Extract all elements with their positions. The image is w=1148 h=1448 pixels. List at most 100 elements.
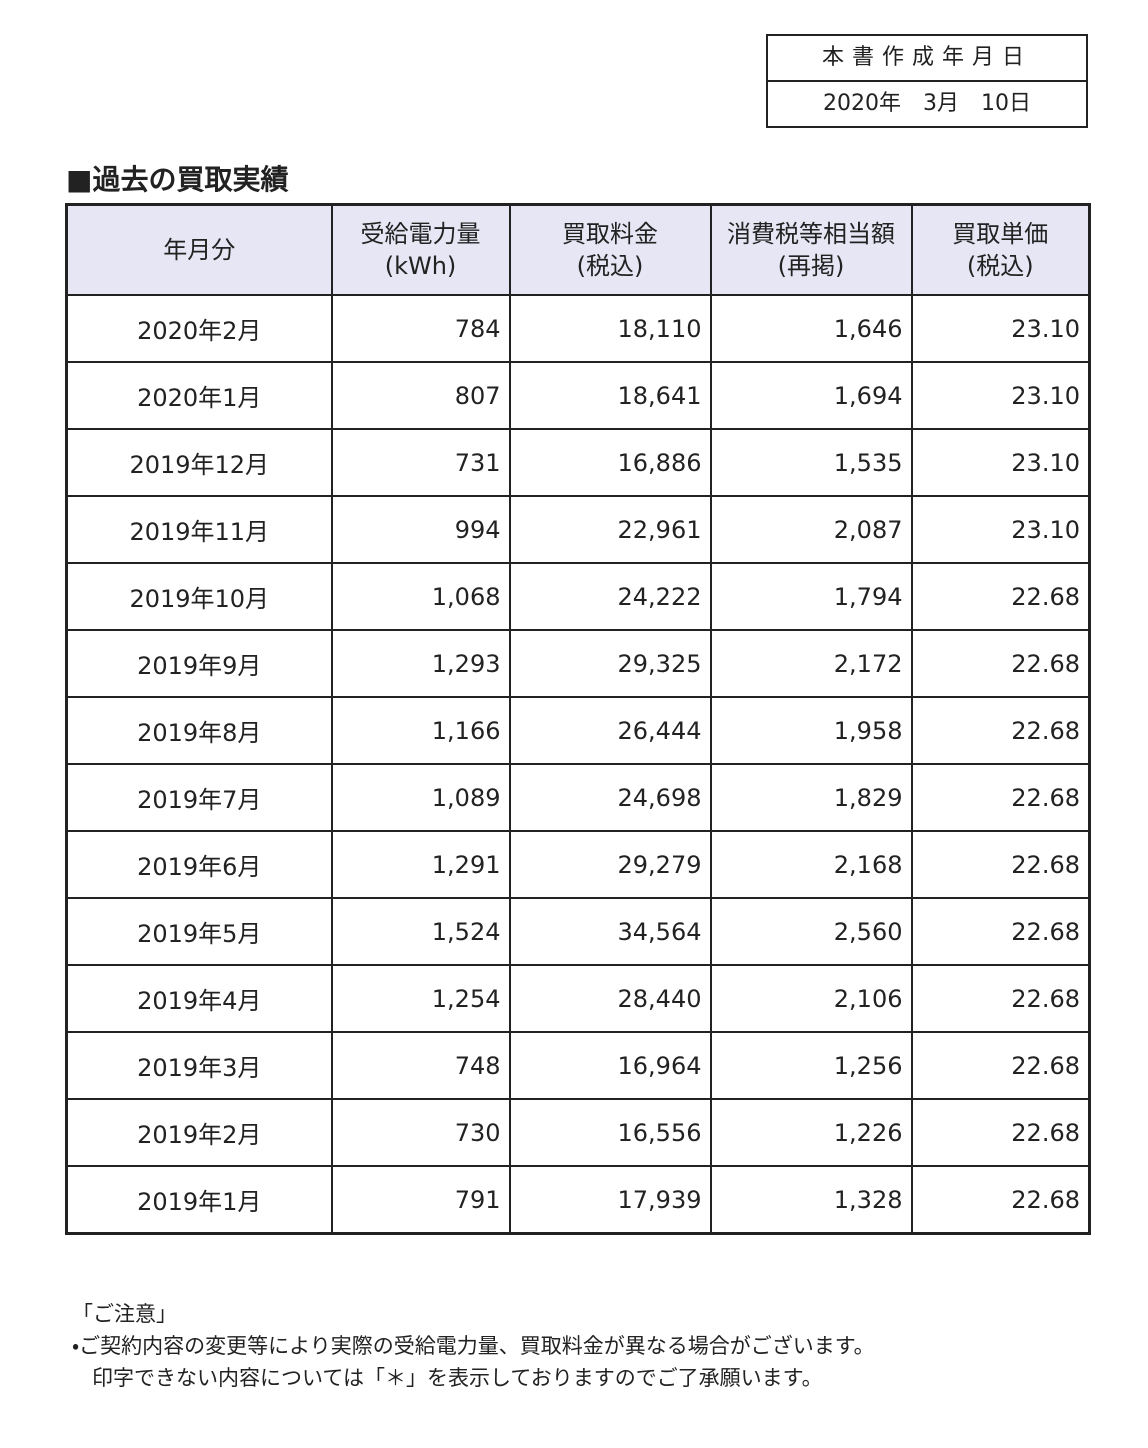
header-text: 年月分 — [163, 236, 236, 264]
value-cell: 2,168 — [709, 830, 913, 899]
date-box: 本書作成年月日 2020年 3月 10日 — [766, 34, 1088, 128]
value-cell: 22.68 — [910, 1031, 1091, 1100]
value-cell: 34,564 — [508, 897, 712, 966]
value-cell: 23.10 — [910, 428, 1091, 497]
month-cell: 2019年2月 — [65, 1098, 333, 1167]
note-line: ・ご契約内容の変更等により実際の受給電力量、買取料金が異なる場合がございます。 — [72, 1334, 875, 1358]
month-cell: 2019年3月 — [65, 1031, 333, 1100]
month-cell: 2019年4月 — [65, 964, 333, 1033]
value-cell: 22.68 — [910, 830, 1091, 899]
value-cell: 23.10 — [910, 361, 1091, 430]
value-cell: 784 — [330, 294, 511, 363]
value-cell: 28,440 — [508, 964, 712, 1033]
month-cell: 2019年10月 — [65, 562, 333, 631]
header-text: (再掲) — [777, 252, 845, 280]
table-body: 2020年2月 784 18,110 1,646 23.10 2020年1月 807 18,6… — [65, 294, 1091, 1235]
date-value: 2020年 3月 10日 — [823, 91, 1031, 116]
month-cell: 2019年12月 — [65, 428, 333, 497]
value-cell: 1,291 — [330, 830, 511, 899]
table-row: 2019年6月 1,291 29,279 2,168 22.68 — [65, 830, 1091, 899]
value-cell: 2,172 — [709, 629, 913, 698]
value-cell: 24,222 — [508, 562, 712, 631]
table-row: 2019年10月 1,068 24,222 1,794 22.68 — [65, 562, 1091, 631]
table-row: 2019年8月 1,166 26,444 1,958 22.68 — [65, 696, 1091, 765]
value-cell: 18,110 — [508, 294, 712, 363]
value-cell: 2,560 — [709, 897, 913, 966]
value-cell: 2,087 — [709, 495, 913, 564]
value-cell: 1,794 — [709, 562, 913, 631]
table-row: 2020年2月 784 18,110 1,646 23.10 — [65, 294, 1091, 363]
header-cell: 受給電力量 (kWh) — [330, 203, 511, 296]
month-cell: 2020年1月 — [65, 361, 333, 430]
value-cell: 1,226 — [709, 1098, 913, 1167]
header-text: (税込) — [966, 252, 1034, 280]
value-cell: 22,961 — [508, 495, 712, 564]
value-cell: 748 — [330, 1031, 511, 1100]
month-cell: 2019年5月 — [65, 897, 333, 966]
month-cell: 2020年2月 — [65, 294, 333, 363]
results-table: 年月分 受給電力量 (kWh) 買取料金 (税込) 消費税等相当額 (再掲) 買取単価 (税込)… — [65, 203, 1091, 1235]
value-cell: 17,939 — [508, 1165, 712, 1235]
value-cell: 18,641 — [508, 361, 712, 430]
header-text: 買取料金 — [562, 220, 658, 248]
value-cell: 1,829 — [709, 763, 913, 832]
value-cell: 24,698 — [508, 763, 712, 832]
value-cell: 22.68 — [910, 897, 1091, 966]
value-cell: 730 — [330, 1098, 511, 1167]
header-cell: 買取料金 (税込) — [508, 203, 712, 296]
value-cell: 1,646 — [709, 294, 913, 363]
value-cell: 1,166 — [330, 696, 511, 765]
header-cell: 年月分 — [65, 203, 333, 296]
value-cell: 1,089 — [330, 763, 511, 832]
value-cell: 29,279 — [508, 830, 712, 899]
value-cell: 2,106 — [709, 964, 913, 1033]
value-cell: 731 — [330, 428, 511, 497]
note-line: 印字できない内容については「＊」を表示しておりますのでご了承願います。 — [92, 1366, 823, 1390]
table-row: 2019年9月 1,293 29,325 2,172 22.68 — [65, 629, 1091, 698]
notes: 「ご注意」 ・ご契約内容の変更等により実際の受給電力量、買取料金が異なる場合がご… — [72, 1298, 875, 1394]
value-cell: 22.68 — [910, 1098, 1091, 1167]
value-cell: 1,328 — [709, 1165, 913, 1235]
value-cell: 22.68 — [910, 629, 1091, 698]
table-row: 2020年1月 807 18,641 1,694 23.10 — [65, 361, 1091, 430]
month-cell: 2019年6月 — [65, 830, 333, 899]
value-cell: 29,325 — [508, 629, 712, 698]
value-cell: 22.68 — [910, 964, 1091, 1033]
value-cell: 22.68 — [910, 696, 1091, 765]
month-cell: 2019年8月 — [65, 696, 333, 765]
header-text: (税込) — [576, 252, 644, 280]
value-cell: 22.68 — [910, 763, 1091, 832]
value-cell: 807 — [330, 361, 511, 430]
value-cell: 16,556 — [508, 1098, 712, 1167]
month-cell: 2019年9月 — [65, 629, 333, 698]
header-text: 買取単価 — [952, 220, 1049, 248]
value-cell: 1,256 — [709, 1031, 913, 1100]
value-cell: 16,964 — [508, 1031, 712, 1100]
header-text: 消費税等相当額 — [727, 220, 895, 248]
value-cell: 26,444 — [508, 696, 712, 765]
table-row: 2019年5月 1,524 34,564 2,560 22.68 — [65, 897, 1091, 966]
value-cell: 791 — [330, 1165, 511, 1235]
header-text: 受給電力量 — [360, 220, 481, 248]
value-cell: 22.68 — [910, 562, 1091, 631]
table-row: 2019年7月 1,089 24,698 1,829 22.68 — [65, 763, 1091, 832]
table-row: 2019年11月 994 22,961 2,087 23.10 — [65, 495, 1091, 564]
value-cell: 994 — [330, 495, 511, 564]
notes-heading: 「ご注意」 — [72, 1302, 177, 1326]
value-cell: 1,293 — [330, 629, 511, 698]
table-row: 2019年2月 730 16,556 1,226 22.68 — [65, 1098, 1091, 1167]
value-cell: 1,694 — [709, 361, 913, 430]
table-row: 2019年1月 791 17,939 1,328 22.68 — [65, 1165, 1091, 1235]
value-cell: 1,958 — [709, 696, 913, 765]
table-row: 2019年12月 731 16,886 1,535 23.10 — [65, 428, 1091, 497]
section-title: ■過去の買取実績 — [66, 163, 289, 196]
month-cell: 2019年11月 — [65, 495, 333, 564]
value-cell: 1,535 — [709, 428, 913, 497]
header-row: 年月分 受給電力量 (kWh) 買取料金 (税込) 消費税等相当額 (再掲) 買取単価 (税込) — [65, 203, 1091, 296]
table-row: 2019年4月 1,254 28,440 2,106 22.68 — [65, 964, 1091, 1033]
value-cell: 1,524 — [330, 897, 511, 966]
header-cell: 消費税等相当額 (再掲) — [709, 203, 913, 296]
value-cell: 23.10 — [910, 495, 1091, 564]
value-cell: 1,254 — [330, 964, 511, 1033]
